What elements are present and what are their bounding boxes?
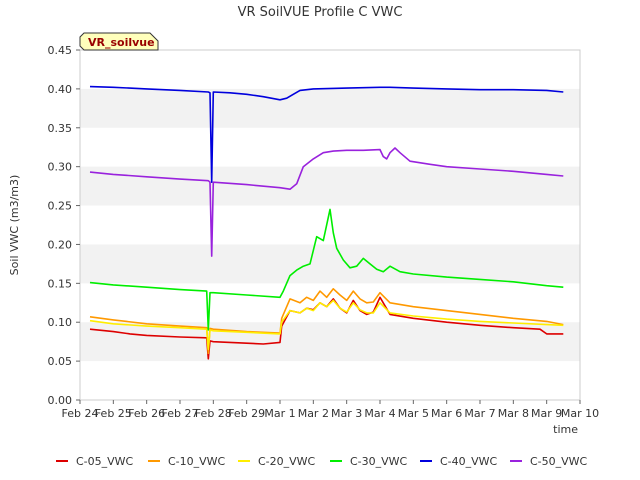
- plot-frame: [79, 49, 581, 401]
- y-tick-label: 0.30: [48, 161, 73, 174]
- grid-band: [80, 322, 580, 362]
- x-tick-label: Feb 24: [62, 407, 99, 420]
- y-axis-label: Soil VWC (m3/m3): [8, 175, 21, 276]
- annotation-box-shape: [79, 32, 159, 51]
- x-tick-label: Mar 8: [498, 407, 529, 420]
- x-tick-label: Feb 27: [162, 407, 199, 420]
- grid-band: [80, 88, 580, 128]
- series-line-C-20_VWC: [89, 299, 564, 351]
- y-axis: 0.00 0.05 0.10 0.15 0.20 0.25 0.30 0.35 0.40 0.45: [48, 44, 80, 407]
- plot-background-bands: [80, 88, 580, 362]
- y-tick-label: 0.10: [48, 316, 73, 329]
- chart-title: VR SoilVUE Profile C VWC: [238, 5, 403, 20]
- x-tick-label: Mar 6: [431, 407, 462, 420]
- y-tick-label: 0.05: [48, 355, 73, 368]
- x-tick-label: Feb 25: [95, 407, 132, 420]
- x-tick-label: Mar 9: [531, 407, 562, 420]
- y-tick-label: 0.45: [48, 44, 73, 57]
- annotation-label: VR_soilvue: [88, 36, 155, 49]
- grid-band: [80, 166, 580, 206]
- series-line-C-50_VWC: [89, 147, 564, 257]
- legend-label: C-50_VWC: [530, 455, 588, 468]
- y-tick-label: 0.40: [48, 83, 73, 96]
- x-tick-label: Mar 7: [464, 407, 495, 420]
- x-tick-label: Mar 10: [561, 407, 599, 420]
- legend-label: C-20_VWC: [258, 455, 316, 468]
- y-tick-label: 0.35: [48, 122, 73, 135]
- annotation-box: VR_soilvue: [79, 32, 159, 51]
- x-axis-label: time: [553, 423, 578, 436]
- x-tick-label: Feb 29: [228, 407, 265, 420]
- legend-label: C-30_VWC: [350, 455, 408, 468]
- y-tick-label: 0.20: [48, 238, 73, 251]
- x-tick-label: Feb 28: [195, 407, 232, 420]
- x-tick-label: Feb 26: [128, 407, 165, 420]
- x-tick-label: Mar 3: [331, 407, 362, 420]
- x-tick-label: Mar 2: [298, 407, 329, 420]
- x-tick-label: Mar 1: [264, 407, 295, 420]
- x-tick-label: Mar 5: [398, 407, 429, 420]
- y-tick-label: 0.00: [48, 394, 73, 407]
- y-tick-label: 0.25: [48, 200, 73, 213]
- legend-label: C-05_VWC: [76, 455, 134, 468]
- series-line-C-40_VWC: [89, 85, 564, 183]
- legend-label: C-10_VWC: [168, 455, 226, 468]
- grid-band: [80, 244, 580, 284]
- x-tick-label: Mar 4: [364, 407, 395, 420]
- y-tick-label: 0.15: [48, 277, 73, 290]
- series-layer: [89, 85, 564, 360]
- legend: C-05_VWC C-10_VWC C-20_VWC C-30_VWC C-40_VWC…: [56, 455, 588, 468]
- series-line-C-30_VWC: [89, 208, 564, 331]
- legend-label: C-40_VWC: [440, 455, 498, 468]
